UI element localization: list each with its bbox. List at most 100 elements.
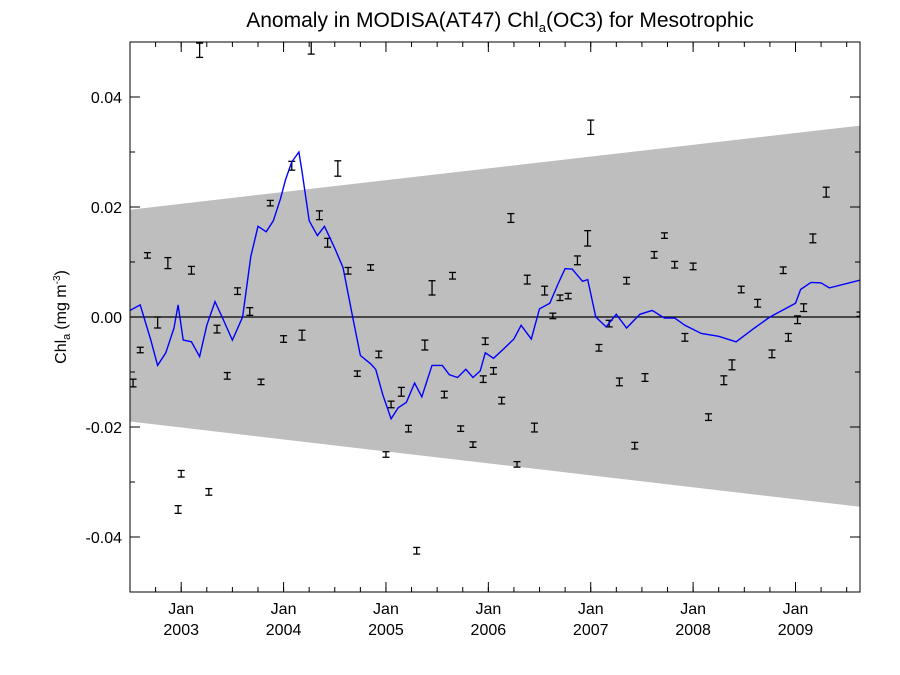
data-point — [615, 377, 623, 387]
plot-layer — [130, 42, 860, 555]
ylabel-main: Chl — [53, 340, 70, 364]
data-point — [573, 255, 581, 266]
data-point — [507, 212, 515, 224]
data-point — [187, 265, 195, 275]
data-point — [213, 324, 221, 334]
data-point — [800, 303, 808, 313]
data-point — [660, 232, 668, 240]
data-point — [440, 390, 448, 399]
data-point — [177, 469, 185, 478]
data-point — [822, 186, 830, 198]
data-point — [523, 274, 531, 285]
x-tick-year-label: 2009 — [778, 622, 814, 639]
data-point — [689, 262, 697, 271]
data-point — [404, 424, 412, 433]
data-point — [421, 339, 429, 351]
title-rest: (OC3) for Mesotrophic — [546, 9, 754, 32]
ylabel-subscript: a — [61, 333, 73, 340]
y-axis-label: Chla (mg m-3) — [52, 270, 73, 364]
data-point — [428, 280, 436, 296]
ylabel-superscript: -3 — [52, 275, 63, 284]
data-point — [779, 266, 787, 275]
x-tick-month-label: Jan — [168, 601, 194, 618]
data-point — [280, 335, 288, 343]
data-point — [587, 119, 595, 136]
data-point — [154, 316, 162, 329]
data-point — [641, 372, 649, 383]
x-tick-month-label: Jan — [783, 601, 809, 618]
data-point — [449, 271, 457, 280]
x-tick-month-label: Jan — [578, 601, 604, 618]
data-point — [784, 332, 792, 342]
data-point — [631, 441, 639, 450]
x-tick-year-label: 2006 — [471, 622, 507, 639]
y-tick-label: 0.04 — [91, 90, 122, 107]
data-point — [595, 343, 603, 352]
data-point — [457, 425, 465, 433]
data-point — [737, 285, 745, 294]
data-point — [397, 386, 405, 397]
data-point — [315, 210, 323, 221]
data-point — [530, 422, 538, 433]
data-point — [768, 349, 776, 359]
data-point — [728, 359, 736, 371]
x-tick-month-label: Jan — [373, 601, 399, 618]
data-point — [549, 312, 557, 320]
y-tick-label: 0.02 — [91, 200, 122, 217]
data-point — [513, 460, 521, 468]
chart-title: Anomaly in MODISA(AT47) Chla(OC3) for Me… — [246, 9, 754, 35]
x-tick-month-label: Jan — [475, 601, 501, 618]
data-point — [498, 396, 506, 405]
data-point — [367, 264, 375, 271]
data-point — [196, 42, 204, 59]
ylabel-close: ) — [53, 270, 70, 275]
data-point — [720, 375, 728, 386]
data-point — [344, 266, 352, 275]
data-point — [136, 346, 144, 354]
y-tick-label: -0.04 — [86, 530, 123, 547]
data-point — [650, 250, 658, 259]
data-point — [257, 378, 265, 386]
data-point — [266, 199, 274, 207]
ylabel-unit: (mg m — [53, 284, 70, 329]
x-tick-year-label: 2007 — [573, 622, 609, 639]
data-point — [298, 329, 306, 341]
data-point — [623, 276, 631, 285]
data-point — [489, 366, 497, 375]
data-point — [479, 375, 487, 384]
y-tick-label: -0.02 — [86, 420, 123, 437]
x-tick-year-label: 2004 — [266, 622, 302, 639]
y-tick-label: 0.00 — [91, 310, 122, 327]
data-point — [556, 294, 564, 302]
data-point — [541, 285, 549, 296]
x-tick-year-label: 2003 — [163, 622, 199, 639]
data-point — [704, 413, 712, 422]
data-point — [234, 287, 242, 296]
data-point — [353, 370, 361, 378]
data-point — [246, 306, 254, 317]
data-point — [754, 298, 762, 308]
x-tick-year-label: 2008 — [675, 622, 711, 639]
data-point — [375, 350, 383, 359]
data-points — [130, 42, 860, 555]
data-point — [205, 487, 213, 496]
data-point — [130, 378, 137, 388]
title-subscript: a — [539, 20, 547, 35]
data-point — [387, 400, 395, 409]
data-point — [382, 451, 390, 458]
x-tick-month-label: Jan — [271, 601, 297, 618]
data-point — [143, 251, 151, 259]
axis-ticks — [129, 41, 860, 593]
data-point — [671, 260, 679, 269]
data-point — [164, 256, 172, 270]
data-point — [307, 42, 315, 55]
data-point — [809, 233, 817, 244]
x-tick-month-label: Jan — [680, 601, 706, 618]
confidence-band — [130, 125, 860, 507]
data-point — [584, 229, 592, 247]
anomaly-line — [130, 150, 860, 421]
data-point — [334, 160, 342, 177]
data-point — [223, 371, 231, 380]
data-point — [174, 504, 182, 514]
data-point — [481, 337, 489, 346]
